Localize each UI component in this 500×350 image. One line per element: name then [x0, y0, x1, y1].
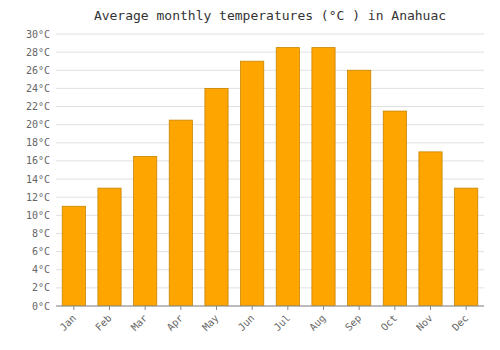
y-tick-label: 20°C — [26, 119, 50, 130]
bar — [134, 156, 157, 306]
bar — [455, 188, 478, 306]
x-tick — [359, 306, 360, 310]
bar — [276, 48, 299, 306]
x-tick-label: Oct — [379, 312, 400, 333]
bar — [241, 61, 264, 306]
x-tick-label: May — [200, 312, 221, 333]
y-tick-label: 6°C — [32, 246, 50, 257]
x-tick — [323, 306, 324, 310]
x-tick — [109, 306, 110, 310]
x-tick — [145, 306, 146, 310]
x-tick — [466, 306, 467, 310]
grid-line — [56, 34, 484, 35]
grid-line — [56, 306, 484, 307]
x-tick — [73, 306, 74, 310]
y-tick-label: 18°C — [26, 137, 50, 148]
x-tick — [287, 306, 288, 310]
y-tick-label: 12°C — [26, 192, 50, 203]
y-tick-label: 16°C — [26, 155, 50, 166]
y-tick-label: 8°C — [32, 228, 50, 239]
grid-line — [56, 142, 484, 143]
x-tick — [180, 306, 181, 310]
x-tick-label: Nov — [414, 312, 435, 333]
x-tick — [216, 306, 217, 310]
y-tick-label: 14°C — [26, 174, 50, 185]
x-tick-label: Feb — [93, 312, 114, 333]
x-tick — [252, 306, 253, 310]
y-tick-label: 22°C — [26, 101, 50, 112]
bar — [98, 188, 121, 306]
x-tick — [394, 306, 395, 310]
chart-title: Average monthly temperatures (°C ) in An… — [94, 8, 446, 23]
x-tick-label: Jul — [272, 312, 293, 333]
grid-line — [56, 70, 484, 71]
bars — [62, 48, 478, 306]
y-tick-label: 26°C — [26, 65, 50, 76]
y-axis: 0°C 2°C 4°C 6°C 8°C 10°C 12°C 14°C 16°C 18°C 20°C 2… — [26, 29, 484, 312]
x-tick-label: Mar — [129, 312, 150, 333]
y-tick-label: 28°C — [26, 47, 50, 58]
x-tick-label: Jan — [58, 312, 79, 333]
y-tick-label: 2°C — [32, 282, 50, 293]
bar — [169, 120, 192, 306]
x-axis-line — [56, 306, 484, 307]
x-tick-label: Aug — [307, 312, 328, 333]
grid-line — [56, 88, 484, 89]
y-tick-label: 4°C — [32, 264, 50, 275]
y-tick-label: 24°C — [26, 83, 50, 94]
bar — [348, 70, 371, 306]
bar — [419, 152, 442, 306]
x-axis: Jan Feb Mar Apr May Jun Jul Aug Sep Oct Nov Dec — [56, 306, 484, 333]
x-tick-label: Apr — [165, 312, 186, 333]
grid-line — [56, 52, 484, 53]
y-tick-label: 0°C — [32, 301, 50, 312]
chart-svg: Average monthly temperatures (°C ) in An… — [0, 0, 500, 350]
bar — [62, 206, 85, 306]
x-tick-label: Jun — [236, 312, 257, 333]
y-tick-label: 30°C — [26, 29, 50, 40]
bar — [312, 48, 335, 306]
x-tick-label: Sep — [343, 312, 364, 333]
x-tick-label: Dec — [450, 312, 471, 333]
bar — [205, 88, 228, 306]
grid-line — [56, 106, 484, 107]
bar — [383, 111, 406, 306]
grid-line — [56, 124, 484, 125]
y-tick-label: 10°C — [26, 210, 50, 221]
x-tick — [430, 306, 431, 310]
chart-container: Average monthly temperatures (°C ) in An… — [0, 0, 500, 350]
